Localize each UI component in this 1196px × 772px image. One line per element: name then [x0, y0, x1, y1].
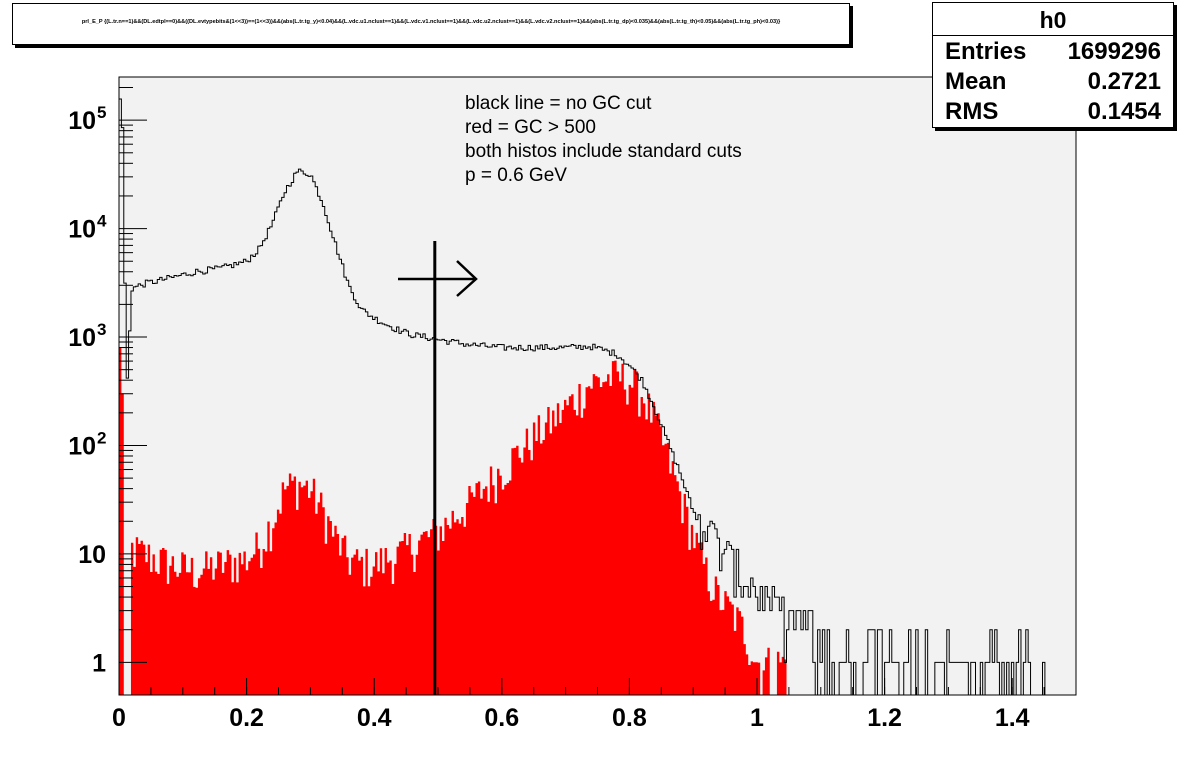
- cut-arrow-head: [456, 260, 478, 297]
- cut-marker: [398, 241, 478, 695]
- y-tick-label: 10: [68, 107, 96, 135]
- x-tick-label: 1: [750, 704, 764, 732]
- stats-row-entries: Entries 1699296: [945, 37, 1161, 67]
- annotation-line: black line = no GC cut: [465, 93, 652, 114]
- annotation-line: both histos include standard cuts: [465, 141, 742, 162]
- stats-value: 1699296: [1067, 38, 1161, 65]
- stats-value: 0.2721: [1087, 68, 1161, 95]
- histogram-title-box: prl_E_P {(L.tr.n==1)&&(DL.edtpl==0)&&((D…: [12, 3, 850, 45]
- y-tick-label: 10: [68, 216, 96, 244]
- y-tick-label: 10: [68, 324, 96, 352]
- y-tick-exponent: 3: [97, 320, 106, 339]
- annotation-line: p = 0.6 GeV: [465, 165, 567, 186]
- stats-value: 0.1454: [1087, 98, 1161, 125]
- y-tick-label: 1: [92, 649, 106, 677]
- stats-label: Entries: [945, 38, 1027, 65]
- histogram-fill-gc-cut: [119, 347, 1076, 695]
- y-tick-exponent: 2: [97, 428, 106, 447]
- stats-label: RMS: [945, 98, 999, 125]
- y-tick-exponent: 4: [97, 212, 107, 231]
- x-tick-label: 0.2: [229, 704, 264, 732]
- x-tick-label: 0.6: [484, 704, 519, 732]
- y-tick-label: 10: [78, 541, 106, 569]
- x-tick-label: 0.4: [357, 704, 392, 732]
- histogram-line-no-cut: [119, 98, 1076, 696]
- x-tick-label: 0: [112, 704, 126, 732]
- x-tick-label: 1.4: [995, 704, 1030, 732]
- stats-row-rms: RMS 0.1454: [945, 97, 1161, 127]
- annotation-line: red = GC > 500: [465, 117, 596, 138]
- stats-box: h0 Entries 1699296 Mean 0.2721 RMS 0.145…: [932, 2, 1174, 128]
- y-tick-label: 10: [68, 432, 96, 460]
- y-tick-exponent: 5: [97, 103, 106, 122]
- stats-row-mean: Mean 0.2721: [945, 67, 1161, 97]
- annotation-layer: black line = no GC cut red = GC > 500 bo…: [465, 93, 742, 186]
- x-tick-label: 0.8: [612, 704, 647, 732]
- stats-histogram-name: h0: [933, 5, 1173, 36]
- histogram-title: prl_E_P {(L.tr.n==1)&&(DL.edtpl==0)&&((D…: [81, 19, 781, 25]
- stats-label: Mean: [945, 68, 1007, 95]
- histogram-layer: [119, 98, 1076, 696]
- x-tick-label: 1.2: [867, 704, 902, 732]
